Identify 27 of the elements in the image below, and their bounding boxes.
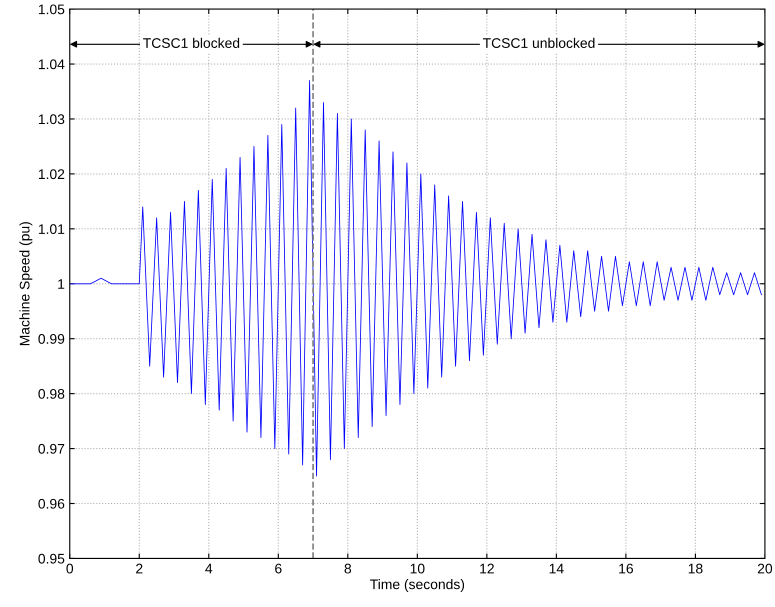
x-tick-label: 6 [275, 564, 282, 574]
x-tick-label: 4 [205, 564, 212, 574]
x-tick-label: 8 [344, 564, 352, 574]
x-tick-label: 14 [550, 564, 564, 574]
y-tick-label: 1.04 [38, 59, 64, 70]
x-tick-label: 2 [136, 564, 142, 574]
y-tick-label: 1.01 [38, 224, 64, 234]
x-tick-label: 0 [66, 564, 74, 574]
annotation: TCSC1 unblocked [482, 38, 594, 48]
line-series [70, 80, 762, 476]
x-tick-label: 16 [619, 564, 634, 574]
x-tick-label: 20 [758, 564, 772, 574]
y-tick-label: 1.05 [38, 4, 64, 14]
x-tick-label: 12 [480, 564, 494, 574]
y-tick-label: 1.02 [38, 169, 64, 180]
y-tick-label: 0.98 [38, 388, 64, 399]
annotation: TCSC1 blocked [143, 38, 240, 48]
y-tick-label: 1.03 [38, 114, 64, 124]
y-axis-title: Machine Speed (pu) [19, 222, 32, 346]
x-tick-label: 10 [410, 564, 425, 574]
y-tick-label: 0.97 [38, 444, 64, 454]
y-tick-label: 0.95 [38, 554, 64, 564]
y-tick-label: 1 [58, 279, 64, 289]
y-tick-label: 0.99 [38, 334, 64, 344]
x-tick-label: 18 [688, 564, 703, 574]
x-axis-title: Time (seconds) [370, 579, 464, 592]
y-tick-label: 0.96 [38, 498, 64, 509]
